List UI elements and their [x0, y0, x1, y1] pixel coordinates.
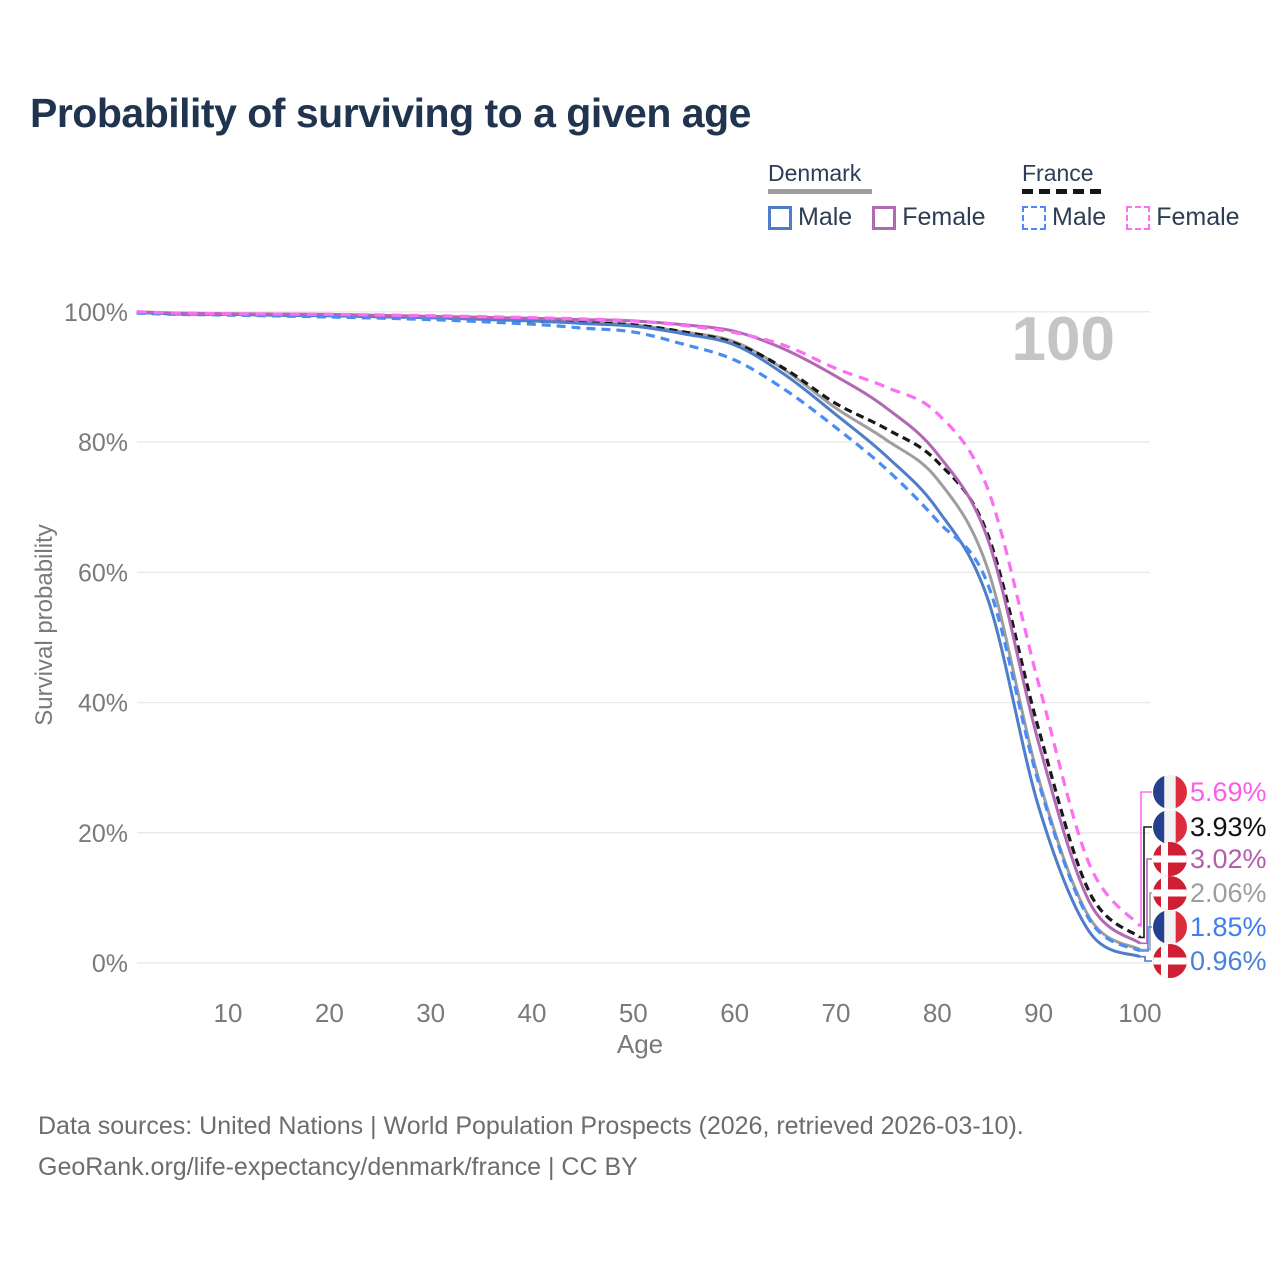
x-tick-label: 70 [822, 998, 851, 1028]
footer-attribution: Data sources: United Nations | World Pop… [38, 1106, 1024, 1187]
legend-toggle-france-female[interactable]: Female [1126, 203, 1240, 232]
series-line-denmark-total [136, 311, 1141, 951]
series-line-france-male [136, 311, 1141, 953]
legend-denmark-line-sample [768, 189, 872, 195]
y-tick-label: 100% [64, 299, 128, 327]
y-axis-title: Survival probability [31, 524, 58, 725]
x-axis-title: Age [617, 1029, 663, 1059]
series-line-denmark-male [136, 311, 1141, 959]
leader-line-denmark-female [1140, 858, 1152, 945]
legend-group-denmark: Denmark Male Female [768, 160, 986, 232]
x-tick-label: 100 [1118, 998, 1161, 1028]
france-flag-icon [1153, 810, 1187, 844]
end-value-label-denmark-male: 0.96% [1190, 946, 1267, 976]
end-value-label-denmark-total: 2.06% [1190, 878, 1267, 908]
source-url-text: GeoRank.org/life-expectancy/denmark/fran… [38, 1152, 638, 1181]
denmark-flag-icon [1153, 944, 1187, 978]
x-tick-label: 50 [619, 998, 648, 1028]
y-tick-label: 20% [78, 820, 128, 848]
legend-france-female-label: Female [1156, 203, 1240, 232]
leader-line-france-female [1140, 791, 1152, 927]
denmark-flag-icon [1153, 876, 1187, 910]
y-tick-label: 60% [78, 559, 128, 587]
x-tick-label: 80 [923, 998, 952, 1028]
france-female-swatch-icon[interactable] [1126, 205, 1151, 230]
legend-toggle-denmark-male[interactable]: Male [768, 203, 852, 232]
legend-denmark-header: Denmark [768, 160, 862, 186]
end-value-label-france-total: 3.93% [1190, 812, 1267, 842]
y-tick-label: 40% [78, 690, 128, 718]
denmark-male-swatch-icon[interactable] [768, 205, 792, 230]
x-tick-label: 40 [518, 998, 547, 1028]
denmark-female-swatch-icon[interactable] [872, 205, 897, 230]
x-tick-label: 60 [720, 998, 749, 1028]
legend-denmark-male-label: Male [798, 203, 853, 232]
leader-line-denmark-total [1140, 892, 1152, 951]
page-title: Probability of surviving to a given age [30, 90, 751, 136]
data-sources-text: Data sources: United Nations | World Pop… [38, 1112, 1024, 1140]
france-male-swatch-icon[interactable] [1022, 205, 1046, 230]
x-tick-label: 30 [416, 998, 445, 1028]
denmark-flag-icon [1153, 842, 1187, 876]
legend: Denmark Male Female France Male [0, 160, 1280, 240]
legend-france-header: France [1022, 160, 1094, 186]
end-value-label-france-male: 1.85% [1190, 912, 1267, 942]
age-watermark: 100 [1012, 305, 1115, 374]
x-tick-label: 20 [315, 998, 344, 1028]
end-value-label-denmark-female: 3.02% [1190, 844, 1267, 874]
y-tick-label: 80% [78, 429, 128, 457]
legend-france-line-sample [1022, 189, 1104, 195]
x-tick-label: 90 [1024, 998, 1053, 1028]
end-value-label-france-female: 5.69% [1190, 777, 1267, 807]
leader-line-france-male [1140, 926, 1152, 952]
legend-group-france: France Male Female [1022, 160, 1240, 232]
france-flag-icon [1153, 775, 1187, 809]
series-line-france-female [136, 310, 1142, 927]
y-tick-label: 0% [92, 950, 128, 978]
legend-denmark-female-label: Female [902, 203, 986, 232]
legend-toggle-france-male[interactable]: Male [1022, 203, 1106, 232]
series-line-france-total [136, 310, 1142, 939]
leader-line-denmark-male [1140, 955, 1152, 962]
series-line-denmark-female [136, 310, 1141, 945]
france-flag-icon [1153, 910, 1187, 944]
leader-line-france-total [1140, 826, 1152, 939]
legend-france-male-label: Male [1052, 203, 1107, 232]
x-tick-label: 10 [214, 998, 243, 1028]
legend-toggle-denmark-female[interactable]: Female [872, 203, 986, 232]
